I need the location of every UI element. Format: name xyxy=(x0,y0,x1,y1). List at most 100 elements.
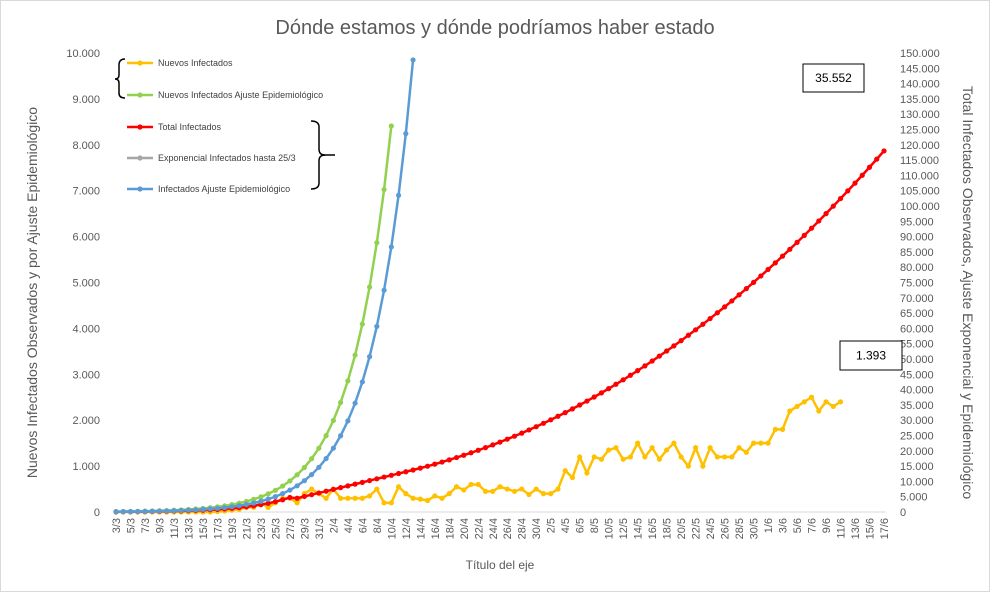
x-tick-label: 21/3 xyxy=(241,518,253,539)
data-point xyxy=(309,471,315,478)
data-point xyxy=(504,436,510,442)
y-right-tick-label: 60.000 xyxy=(900,323,934,335)
data-point xyxy=(316,464,322,470)
data-point xyxy=(736,292,742,298)
data-point xyxy=(758,440,764,446)
data-point xyxy=(787,246,793,252)
data-point xyxy=(417,465,423,471)
y-right-tick-label: 130.000 xyxy=(900,109,940,121)
data-point xyxy=(606,447,612,453)
y-right-tick-label: 50.000 xyxy=(900,354,934,366)
data-point xyxy=(439,495,445,501)
data-point xyxy=(185,507,192,513)
x-tick-label: 2/5 xyxy=(546,518,558,533)
data-point xyxy=(200,506,206,513)
data-point xyxy=(258,494,264,500)
data-point xyxy=(837,399,844,405)
y-left-tick-label: 3.000 xyxy=(72,369,100,381)
y-right-tick-label: 140.000 xyxy=(900,79,940,91)
y-right-tick-label: 150.000 xyxy=(900,48,940,60)
data-point xyxy=(403,491,409,497)
data-point xyxy=(801,232,807,238)
nuevos-infectados-ajuste-series xyxy=(113,123,394,515)
y-left-tick-label: 1.000 xyxy=(72,461,100,473)
x-tick-label: 8/5 xyxy=(589,518,601,533)
data-point xyxy=(265,504,271,511)
x-tick-label: 24/5 xyxy=(705,518,717,539)
data-point xyxy=(207,506,213,512)
y-right-tick-label: 135.000 xyxy=(900,94,940,106)
data-point xyxy=(265,500,271,506)
data-point xyxy=(236,503,242,509)
data-point xyxy=(265,491,271,497)
data-point xyxy=(504,486,510,492)
data-point xyxy=(127,508,134,515)
x-tick-label: 18/5 xyxy=(662,518,674,539)
y-left-tick-label: 10.000 xyxy=(66,48,100,60)
x-tick-label: 22/5 xyxy=(691,518,703,539)
data-point xyxy=(656,353,662,359)
data-point xyxy=(598,456,605,462)
y-right-tick-label: 120.000 xyxy=(900,140,940,152)
data-point xyxy=(323,488,329,494)
data-point xyxy=(330,486,336,493)
data-point xyxy=(316,490,322,496)
x-tick-label: 4/5 xyxy=(560,518,572,533)
data-point xyxy=(642,454,648,460)
data-point xyxy=(700,463,706,469)
data-point xyxy=(265,496,271,502)
data-point xyxy=(569,474,576,481)
data-point xyxy=(562,410,568,416)
data-point xyxy=(606,386,612,392)
data-point xyxy=(750,440,757,446)
data-point xyxy=(280,483,286,489)
data-point xyxy=(193,507,199,513)
x-tick-label: 26/5 xyxy=(720,518,732,539)
legend-label: Nuevos Infectados xyxy=(158,58,233,68)
data-point xyxy=(142,508,148,514)
data-point xyxy=(395,470,402,477)
legend-label: Total Infectados xyxy=(158,122,222,132)
x-tick-label: 14/5 xyxy=(633,518,645,539)
data-point xyxy=(584,398,590,404)
data-point xyxy=(533,486,539,492)
data-point xyxy=(656,456,662,462)
data-point xyxy=(366,284,373,290)
data-point xyxy=(149,508,155,514)
data-point xyxy=(845,188,851,194)
y-right-tick-label: 20.000 xyxy=(900,446,934,458)
data-point xyxy=(294,495,300,501)
legend-item: Total Infectados xyxy=(127,122,222,132)
y-right-tick-label: 105.000 xyxy=(900,186,940,198)
data-point xyxy=(519,486,525,492)
data-point xyxy=(366,354,373,360)
data-point xyxy=(316,445,322,451)
data-point xyxy=(294,483,300,489)
data-point xyxy=(772,260,778,266)
data-point xyxy=(229,504,235,510)
x-tick-label: 28/5 xyxy=(734,518,746,539)
data-point xyxy=(671,440,677,446)
data-point xyxy=(707,315,713,322)
data-point xyxy=(475,447,481,453)
x-tick-label: 29/3 xyxy=(299,518,311,539)
data-point xyxy=(750,279,757,285)
data-point xyxy=(294,500,300,506)
data-point xyxy=(808,394,815,400)
nuevos-infectados-series xyxy=(113,394,844,515)
data-point xyxy=(743,449,749,455)
callout-frame xyxy=(839,340,903,371)
data-point xyxy=(497,484,503,490)
data-point xyxy=(446,491,452,497)
x-tick-label: 26/4 xyxy=(502,518,514,539)
data-point xyxy=(352,400,358,406)
data-point xyxy=(113,509,119,515)
y-right-tick-label: 15.000 xyxy=(900,461,934,473)
data-point xyxy=(649,358,655,364)
data-point xyxy=(359,479,365,485)
data-point xyxy=(816,218,822,224)
data-point xyxy=(388,500,394,506)
callout-frame xyxy=(802,63,865,93)
data-point xyxy=(700,321,706,327)
data-point xyxy=(424,497,431,504)
